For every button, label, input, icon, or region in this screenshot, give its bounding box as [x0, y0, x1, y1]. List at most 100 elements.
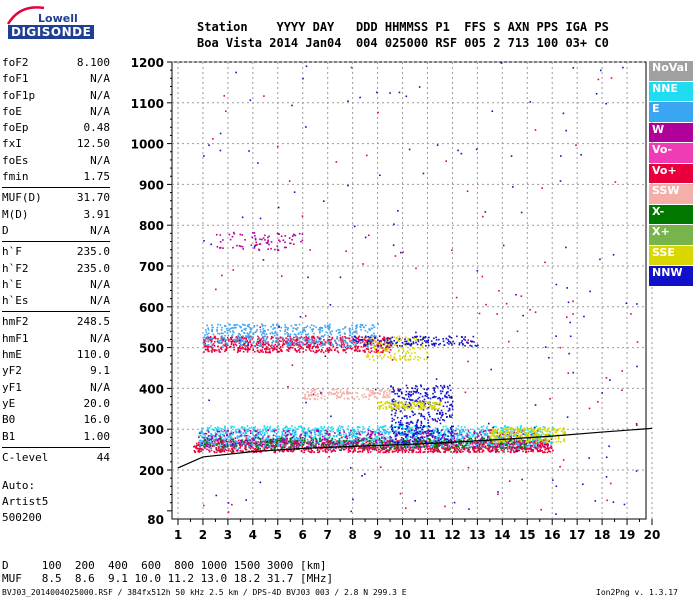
echo-point: [209, 336, 211, 339]
echo-point: [246, 443, 248, 446]
echo-point: [500, 432, 502, 435]
echo-point: [389, 440, 392, 443]
echo-point: [318, 450, 321, 452]
echo-point: [381, 448, 384, 451]
param-row: foF1p N/A: [2, 88, 110, 104]
echo-point: [214, 451, 216, 454]
echo-point: [270, 448, 273, 450]
echo-point: [530, 444, 533, 447]
echo-point: [443, 446, 445, 448]
echo-point: [414, 385, 417, 387]
echo-point: [257, 447, 259, 450]
echo-point: [220, 438, 223, 440]
echo-point: [419, 449, 422, 452]
echo-point: [371, 443, 374, 446]
echo-point: [295, 433, 297, 436]
echo-point: [518, 445, 520, 448]
echo-point: [392, 432, 395, 434]
echo-point: [457, 449, 460, 451]
echo-point: [326, 430, 329, 433]
echo-point: [217, 449, 219, 452]
echo-point: [320, 445, 323, 447]
echo-point: [538, 446, 540, 449]
echo-point: [536, 429, 539, 432]
echo-point: [312, 439, 315, 441]
echo-point: [496, 432, 499, 434]
echo-point: [420, 384, 422, 386]
echo-point: [445, 434, 448, 437]
echo-point: [383, 448, 386, 451]
echo-point: [411, 410, 413, 413]
param-separator: [2, 187, 110, 189]
echo-point: [302, 443, 305, 446]
param-name: D: [2, 223, 9, 237]
echo-point: [354, 450, 357, 452]
echo-point: [520, 425, 523, 427]
echo-point: [232, 442, 235, 445]
echo-point: [411, 449, 414, 452]
echo-point: [398, 427, 401, 429]
echo-point: [421, 428, 423, 430]
echo-point: [207, 438, 210, 440]
echo-point: [531, 435, 534, 437]
echo-point: [284, 432, 287, 434]
echo-point: [506, 446, 509, 448]
echo-point: [375, 446, 377, 449]
echo-point: [366, 443, 369, 445]
echo-point: [306, 448, 308, 450]
echo-point: [469, 441, 472, 444]
echo-point: [275, 441, 277, 443]
echo-point: [415, 444, 418, 447]
echo-point: [438, 411, 441, 414]
echo-point: [329, 447, 332, 449]
echo-point: [342, 441, 344, 443]
echo-point: [277, 425, 279, 427]
echo-point: [433, 449, 436, 452]
echo-point: [234, 429, 237, 432]
echo-point: [496, 430, 498, 432]
echo-point: [533, 429, 535, 432]
echo-point: [296, 428, 298, 430]
echo-point: [437, 397, 439, 400]
echo-point: [232, 441, 235, 444]
echo-point: [320, 439, 323, 442]
echo-point: [385, 447, 387, 450]
echo-point: [394, 421, 397, 424]
echo-point: [552, 449, 554, 452]
echo-point: [264, 442, 267, 444]
echo-point: [433, 389, 436, 391]
echo-point: [282, 441, 285, 444]
echo-point: [458, 447, 461, 450]
echo-point: [282, 442, 284, 445]
echo-point: [363, 438, 366, 440]
echo-point: [195, 442, 198, 445]
echo-point: [347, 441, 349, 444]
echo-point: [292, 441, 294, 443]
echo-point: [229, 432, 232, 435]
echo-point: [468, 434, 471, 437]
echo-point: [346, 437, 349, 440]
echo-point: [395, 430, 398, 433]
echo-point: [493, 433, 495, 435]
echo-point: [416, 388, 419, 391]
echo-point: [416, 425, 418, 427]
echo-point: [325, 437, 328, 440]
echo-point: [433, 445, 436, 448]
echo-point: [253, 435, 256, 437]
echo-point: [400, 436, 403, 439]
echo-point: [482, 442, 485, 445]
echo-point: [393, 404, 396, 407]
echo-point: [264, 427, 267, 430]
echo-point: [207, 436, 210, 438]
echo-point: [303, 449, 306, 451]
echo-point: [555, 428, 558, 431]
echo-point: [397, 388, 400, 391]
echo-point: [545, 448, 548, 450]
echo-point: [445, 391, 448, 394]
echo-point: [492, 430, 495, 433]
echo-point: [385, 446, 387, 449]
echo-point: [385, 443, 388, 446]
echo-point: [374, 448, 376, 451]
echo-point: [533, 441, 535, 443]
echo-point: [471, 438, 474, 441]
